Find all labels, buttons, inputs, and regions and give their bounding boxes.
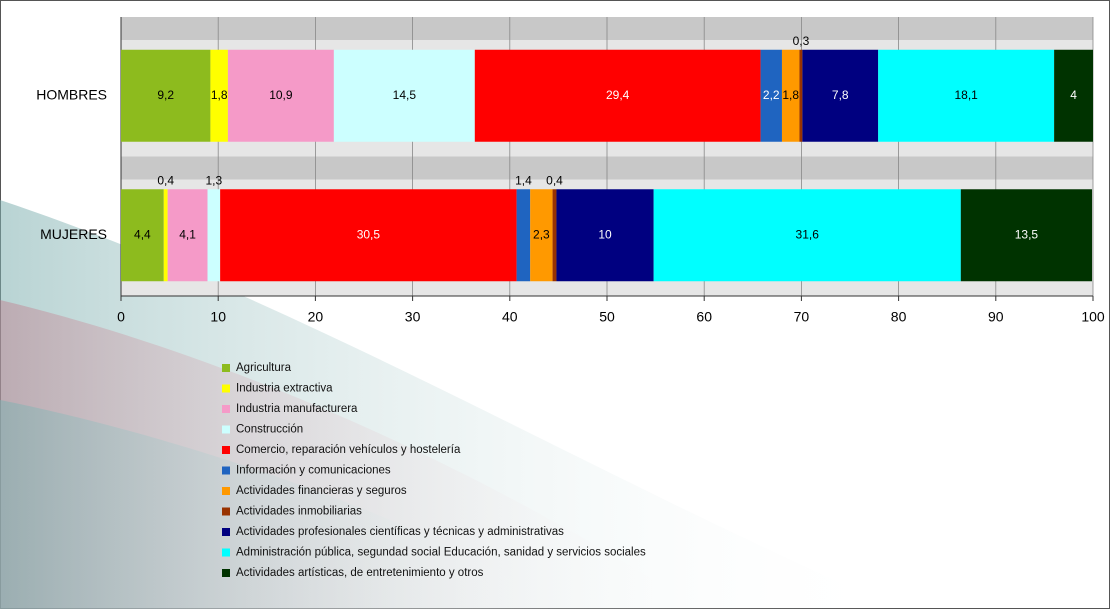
bar-segment	[474, 49, 761, 142]
data-label: 0,4	[157, 173, 174, 187]
x-tick-label: 20	[308, 309, 324, 325]
x-tick-label: 50	[599, 309, 615, 325]
legend-swatch	[222, 425, 230, 434]
legend-label: Agricultura	[236, 362, 292, 374]
bar-segment	[653, 189, 961, 282]
x-tick-label: 90	[988, 309, 1004, 325]
bar-segment	[556, 189, 654, 282]
x-tick-label: 0	[117, 309, 125, 325]
data-label: 14,5	[393, 88, 417, 102]
legend-swatch	[222, 548, 230, 557]
data-label: 2,2	[763, 88, 780, 102]
legend-label: Construcción	[236, 424, 303, 436]
x-tick-label: 100	[1081, 309, 1105, 325]
data-label: 4,1	[179, 227, 196, 241]
legend-label: Actividades inmobiliarias	[236, 506, 362, 518]
data-label: 1,8	[782, 88, 799, 102]
data-label: 1,3	[205, 173, 222, 187]
bar-segment	[516, 189, 531, 282]
legend-swatch	[222, 384, 230, 393]
legend-swatch	[222, 466, 230, 475]
legend-label: Industria extractiva	[236, 383, 333, 395]
data-label: 9,2	[157, 88, 174, 102]
legend-label: Actividades artísticas, de entretenimien…	[236, 567, 484, 579]
x-tick-label: 30	[405, 309, 421, 325]
data-label: 13,5	[1015, 227, 1039, 241]
bar-segment	[163, 189, 168, 282]
bar-segment	[530, 189, 553, 282]
bar-segment	[220, 189, 517, 282]
legend-swatch	[222, 446, 230, 454]
legend-label: Actividades profesionales científicas y …	[236, 526, 564, 538]
bar-segment	[960, 189, 1093, 282]
bar-segment	[1054, 49, 1093, 142]
bar-segment	[760, 49, 782, 142]
decoration	[0, 400, 560, 609]
data-label: 18,1	[954, 88, 978, 102]
x-tick-label: 10	[210, 309, 226, 325]
data-label: 0,3	[793, 34, 810, 48]
data-label: 29,4	[606, 88, 630, 102]
legend-swatch	[222, 528, 230, 536]
bar-segment	[207, 189, 221, 282]
data-label: 1,8	[211, 88, 228, 102]
bar-segment	[878, 49, 1055, 142]
bar-segment	[121, 189, 164, 282]
data-label: 10,9	[269, 88, 293, 102]
legend-swatch	[222, 364, 230, 372]
data-label: 1,4	[515, 173, 532, 187]
data-label: 7,8	[832, 88, 849, 102]
bar-segment	[781, 49, 800, 142]
bar-segment	[121, 49, 211, 142]
bar-segment	[552, 189, 557, 282]
bar-segment	[227, 49, 334, 142]
bar-segment	[210, 49, 228, 142]
x-tick-label: 40	[502, 309, 518, 325]
legend-label: Información y comunicaciones	[236, 465, 391, 477]
legend-label: Actividades financieras y seguros	[236, 485, 407, 497]
x-tick-label: 80	[891, 309, 907, 325]
bar-segment	[333, 49, 475, 142]
y-tick-label: HOMBRES	[36, 86, 107, 102]
data-label: 30,5	[357, 227, 381, 241]
data-label: 2,3	[533, 227, 550, 241]
data-label: 31,6	[796, 227, 820, 241]
legend-swatch	[222, 569, 230, 577]
data-label: 4	[1070, 88, 1077, 102]
x-tick-label: 70	[794, 309, 810, 325]
legend-label: Comercio, reparación vehículos y hostele…	[236, 444, 461, 456]
bar-segment	[799, 49, 803, 142]
legend-swatch	[222, 507, 230, 516]
legend-label: Administración pública, segundad social …	[236, 547, 646, 559]
data-label: 4,4	[134, 227, 151, 241]
x-tick-label: 60	[696, 309, 712, 325]
y-tick-label: MUJERES	[40, 226, 107, 242]
bar-segment	[802, 49, 879, 142]
bar-segment	[167, 189, 208, 282]
data-label: 10	[598, 227, 612, 241]
legend-swatch	[222, 405, 230, 413]
data-label: 0,4	[546, 173, 563, 187]
legend-swatch	[222, 487, 230, 495]
legend-label: Industria manufacturera	[236, 403, 358, 415]
